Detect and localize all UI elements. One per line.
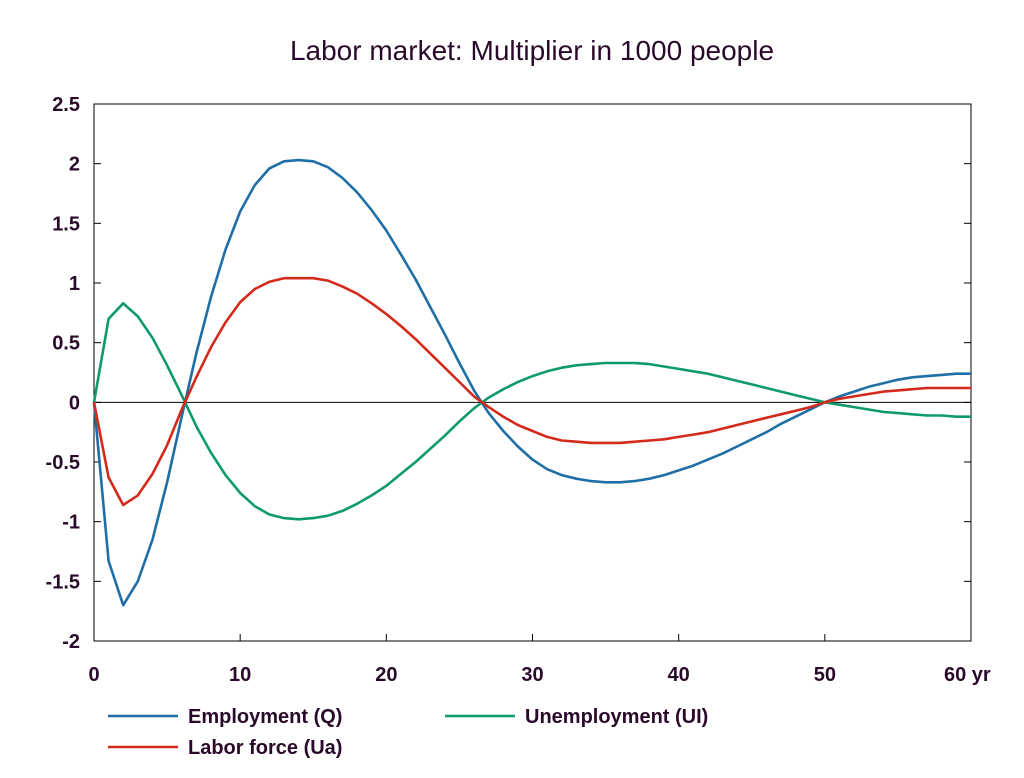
- legend-label: Unemployment (UI): [525, 706, 708, 728]
- series-line-1: [92, 302, 971, 521]
- x-tick-label: 10: [229, 664, 251, 686]
- y-tick-label: 2: [69, 154, 80, 176]
- y-tick-label: -0.5: [46, 452, 80, 474]
- chart-title: Labor market: Multiplier in 1000 people: [290, 35, 774, 66]
- legend-label: Labor force (Ua): [188, 737, 342, 759]
- series-line-2: [92, 276, 971, 507]
- y-tick-label: -1.5: [46, 571, 80, 593]
- y-axis-ticks: 2.5 2 1.5 1 0.5 0 -0.5 -1 -1.5 -2: [46, 94, 971, 653]
- y-tick-label: -2: [62, 631, 80, 653]
- plot-border: [93, 103, 972, 642]
- y-tick-label: 1: [69, 273, 80, 295]
- x-tick-label: 20: [375, 664, 397, 686]
- plot-frame: [93, 103, 972, 642]
- series-line-0: [92, 158, 971, 607]
- y-tick-label: 0.5: [52, 333, 80, 355]
- x-tick-label: 40: [668, 664, 690, 686]
- x-tick-label: 50: [814, 664, 836, 686]
- y-tick-label: 2.5: [52, 94, 80, 116]
- x-tick-label: 60 yr: [944, 664, 991, 686]
- y-tick-label: 0: [69, 392, 80, 414]
- x-tick-label: 0: [88, 664, 99, 686]
- y-tick-label: 1.5: [52, 213, 80, 235]
- x-axis-ticks: 0 10 20 30 40 50 60 yr: [88, 634, 991, 686]
- x-tick-label: 30: [521, 664, 543, 686]
- series-lines: [92, 158, 971, 607]
- legend: Employment (Q) Unemployment (UI) Labor for…: [108, 706, 708, 759]
- legend-label: Employment (Q): [188, 706, 342, 728]
- y-tick-label: -1: [62, 512, 80, 534]
